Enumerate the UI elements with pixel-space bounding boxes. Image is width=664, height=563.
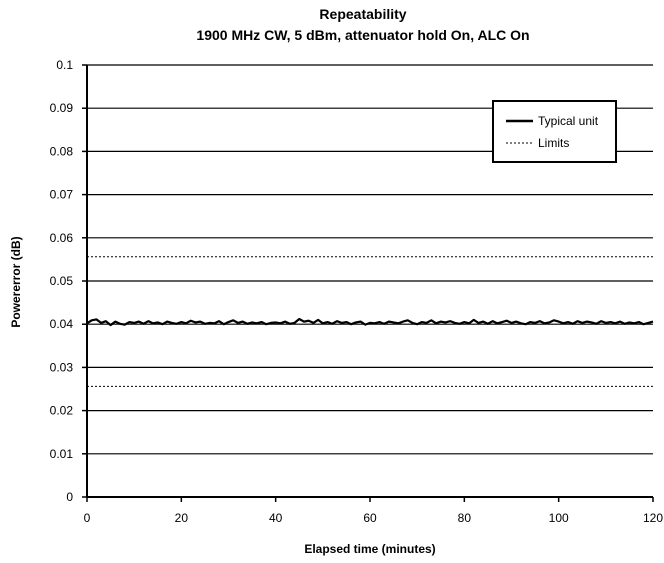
chart-subtitle: 1900 MHz CW, 5 dBm, attenuator hold On, …	[196, 27, 529, 43]
y-axis-title: Powererror (dB)	[9, 236, 23, 327]
chart-title: Repeatability	[319, 6, 406, 22]
x-tick-labels: 0 20 40 60 80 100 120	[84, 497, 663, 525]
typical-unit-series	[86, 317, 654, 327]
typical-unit-line	[86, 317, 654, 327]
x-tick-label: 120	[643, 511, 663, 525]
x-tick-label: 60	[363, 511, 377, 525]
legend-label-limits: Limits	[538, 136, 569, 150]
x-tick-label: 80	[458, 511, 472, 525]
legend: Typical unit Limits	[492, 100, 617, 163]
y-tick-label: 0.1	[56, 58, 73, 72]
y-tick-label: 0.07	[50, 188, 74, 202]
x-tick-label: 20	[175, 511, 189, 525]
y-tick-label: 0	[66, 490, 73, 504]
x-tick-label: 0	[84, 511, 91, 525]
y-tick-label: 0.03	[50, 360, 74, 374]
legend-box	[492, 100, 617, 163]
x-tick-label: 100	[549, 511, 569, 525]
x-tick-label: 40	[269, 511, 283, 525]
y-tick-label: 0.01	[50, 447, 74, 461]
y-tick-label: 0.02	[50, 404, 74, 418]
y-tick-label: 0.05	[50, 274, 74, 288]
y-tick-label: 0.08	[50, 144, 74, 158]
y-tick-label: 0.06	[50, 231, 74, 245]
y-tick-label: 0.09	[50, 101, 74, 115]
y-tick-label: 0.04	[50, 317, 74, 331]
legend-label-typical-unit: Typical unit	[538, 114, 599, 128]
y-tick-labels: 0 0.01 0.02 0.03 0.04 0.05 0.06 0.07 0.08 0.09 0.1	[50, 58, 87, 504]
grid-lines	[87, 64, 653, 455]
x-axis-title: Elapsed time (minutes)	[304, 542, 435, 556]
